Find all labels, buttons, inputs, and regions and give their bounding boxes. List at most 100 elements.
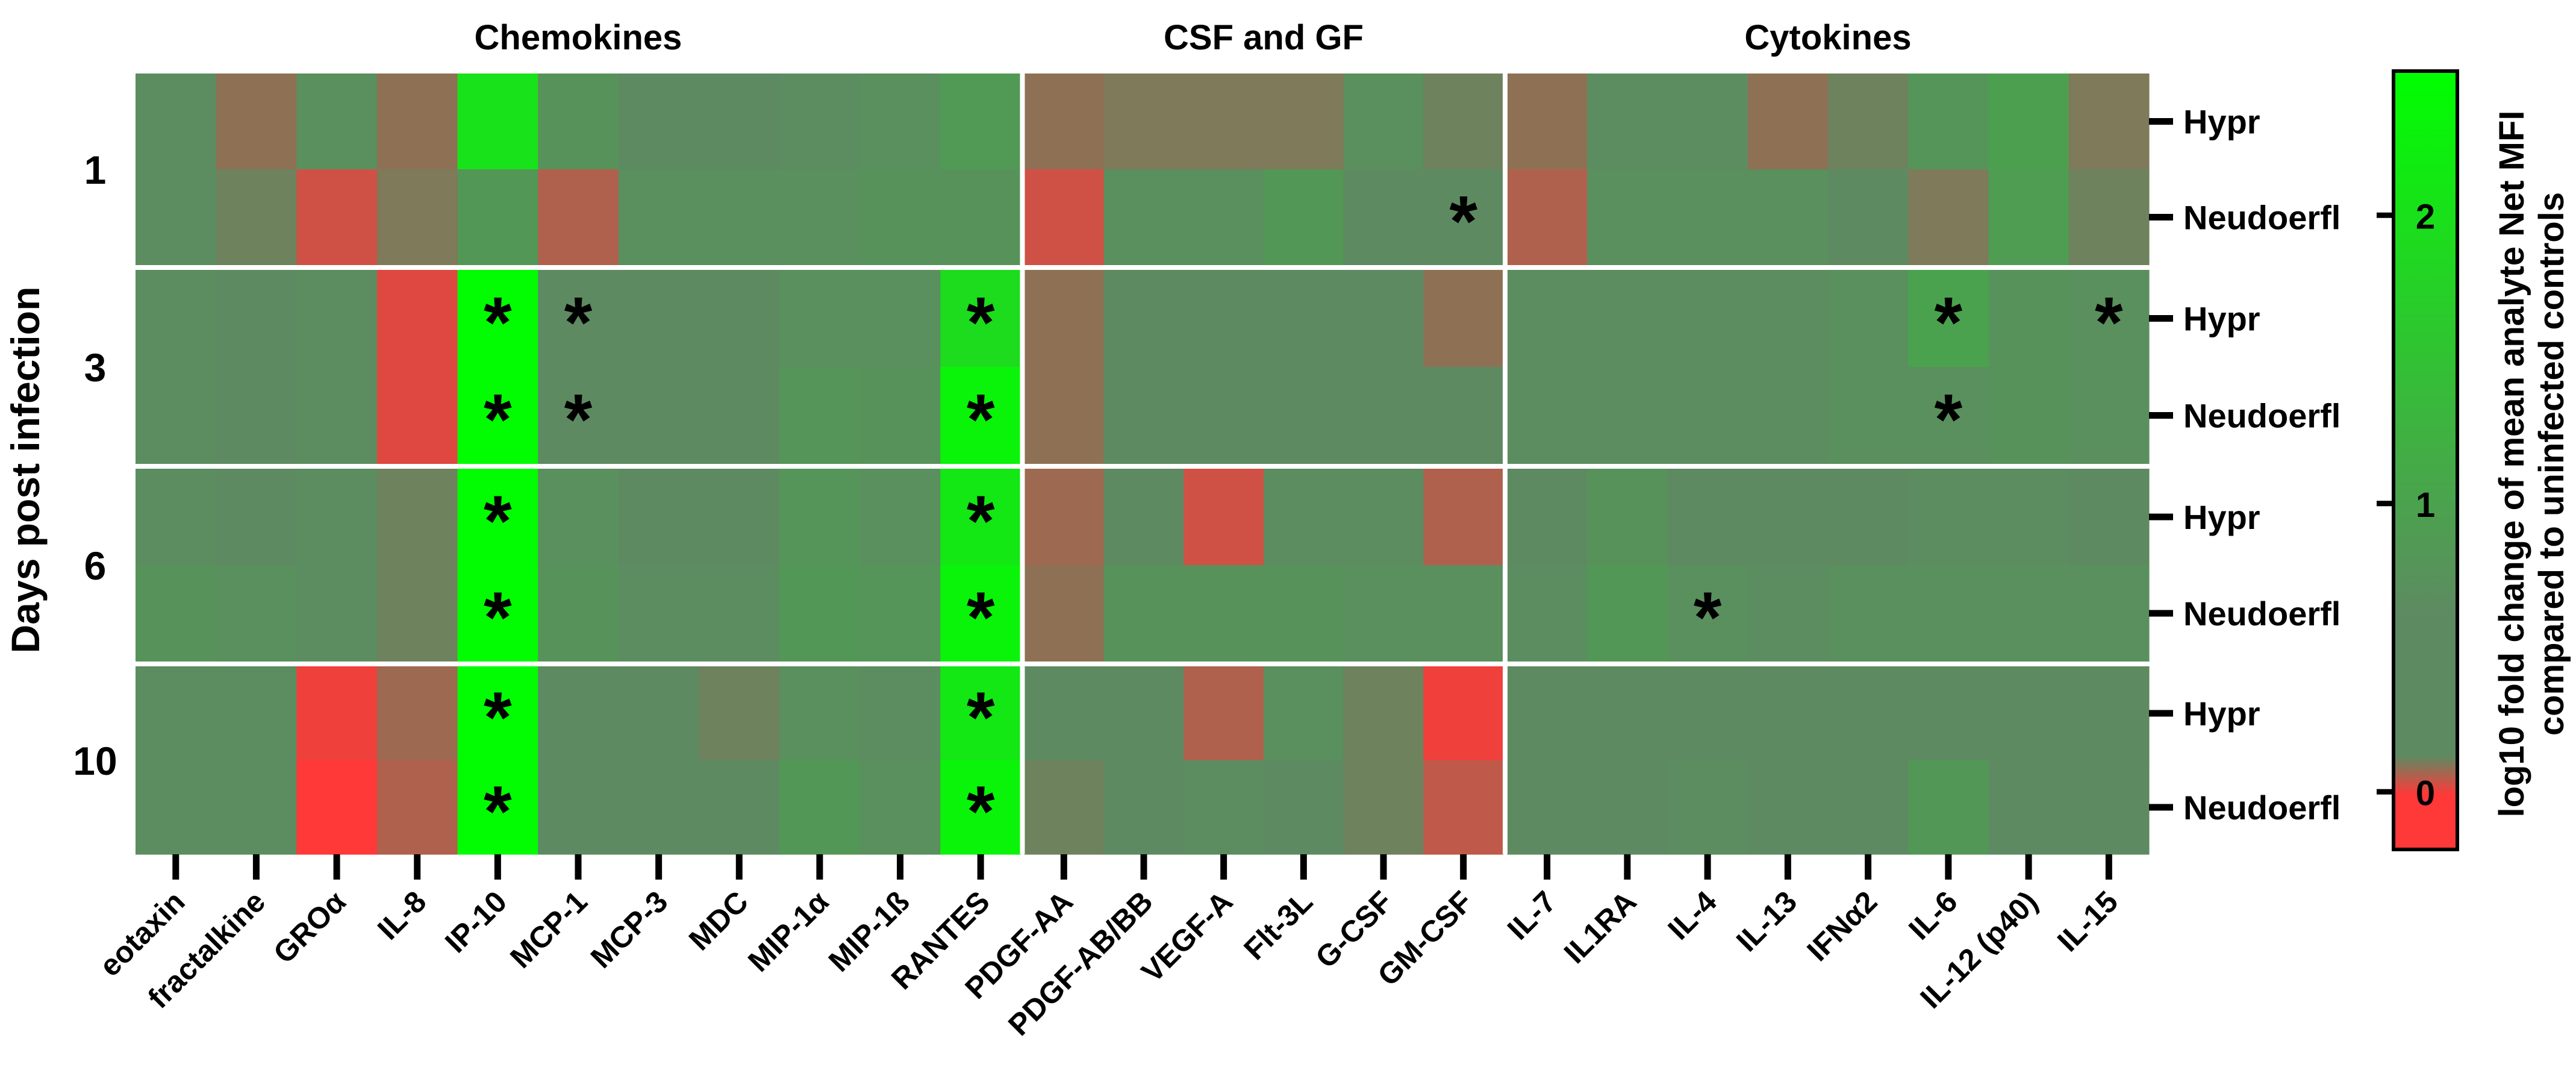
x-tick-label: MDC <box>682 884 755 957</box>
significance-star: * <box>967 380 995 460</box>
heatmap-cell <box>538 666 619 761</box>
heatmap-cell <box>296 169 378 266</box>
heatmap-cell <box>1343 760 1424 855</box>
heatmap-cell <box>1343 666 1424 761</box>
heatmap-cell <box>296 73 378 170</box>
colorbar-gradient <box>2392 69 2459 851</box>
significance-star: * <box>1694 577 1722 658</box>
group-title: CSF and GF <box>1164 18 1364 57</box>
heatmap-cell <box>1423 469 1504 566</box>
heatmap-cell <box>618 565 700 662</box>
x-tick-label: IL-6 <box>1902 884 1963 946</box>
heatmap-cell <box>136 367 217 464</box>
heatmap-cell <box>538 169 619 266</box>
heatmap-cell <box>1587 565 1668 662</box>
heatmap-cell <box>1747 760 1829 855</box>
heatmap-cell <box>136 169 217 266</box>
colorbar-tick-label: 0 <box>2416 774 2435 813</box>
heatmap-cell <box>1828 760 1909 855</box>
heatmap-cell <box>538 760 619 855</box>
significance-star: * <box>1935 380 1963 460</box>
heatmap-cell <box>376 270 458 367</box>
heatmap-cell <box>1908 169 1989 266</box>
heatmap-cell <box>2068 666 2150 761</box>
heatmap-cell <box>1103 169 1184 266</box>
heatmap-cell <box>457 169 538 266</box>
heatmap-cell <box>940 469 1021 566</box>
heatmap-cell <box>859 469 941 566</box>
heatmap-cell <box>216 169 297 266</box>
heatmap-cell <box>457 469 538 566</box>
heatmap-cell <box>136 73 217 170</box>
heatmap-cell <box>1024 73 1105 170</box>
heatmap-cell <box>1184 469 1264 566</box>
heatmap-cell <box>457 565 538 662</box>
heatmap-cell <box>1024 270 1105 367</box>
group-title: Cytokines <box>1744 18 1911 57</box>
heatmap-cell <box>779 367 861 464</box>
heatmap-cell <box>1507 73 1588 170</box>
heatmap-cell <box>1828 469 1909 566</box>
colorbar: 0 1 2 log10 fold change of mean analyte Net… <box>2377 69 2571 851</box>
heatmap-cell <box>859 760 941 855</box>
x-tick-label: IL-7 <box>1501 884 1562 946</box>
strain-label: Neudoerfl <box>2183 199 2341 237</box>
heatmap-cell <box>618 73 700 170</box>
heatmap-cell <box>216 73 297 170</box>
heatmap-cell <box>538 565 619 662</box>
heatmap-cell <box>1343 469 1424 566</box>
significance-star: * <box>967 577 995 658</box>
column-separator <box>1020 73 1025 854</box>
heatmap-cell <box>859 565 941 662</box>
heatmap-cell <box>1024 469 1105 566</box>
heatmap-cell <box>376 73 458 170</box>
heatmap-cell <box>2068 469 2150 566</box>
significance-star: * <box>1449 181 1477 262</box>
heatmap-cell <box>699 469 780 566</box>
heatmap-cell <box>1184 270 1264 367</box>
heatmap-cell <box>1184 666 1264 761</box>
heatmap-cell <box>859 270 941 367</box>
heatmap-cell <box>940 270 1021 367</box>
heatmap-cell <box>1343 73 1424 170</box>
heatmap-cell <box>376 367 458 464</box>
heatmap-cell <box>1423 367 1504 464</box>
heatmap-cell <box>1103 73 1184 170</box>
strain-label: Hypr <box>2183 103 2260 141</box>
heatmap-cell <box>1264 469 1344 566</box>
heatmap-cell <box>859 666 941 761</box>
heatmap-cell <box>1507 270 1588 367</box>
heatmap-cell <box>1828 666 1909 761</box>
heatmap-cell <box>216 469 297 566</box>
heatmap-cell <box>859 73 941 170</box>
x-tick-label: IL-15 <box>2051 884 2124 958</box>
heatmap-cell <box>1988 760 2069 855</box>
significance-star: * <box>484 380 512 460</box>
heatmap-cell <box>1667 169 1748 266</box>
heatmap-cell <box>2068 73 2150 170</box>
heatmap-cell <box>296 367 378 464</box>
heatmap-cell <box>1587 169 1668 266</box>
heatmap-cell <box>859 367 941 464</box>
heatmap-cell <box>699 270 780 367</box>
heatmap-cell <box>1908 367 1989 464</box>
heatmap-cell <box>376 565 458 662</box>
heatmap-cell <box>1264 565 1344 662</box>
heatmap-cell <box>2068 169 2150 266</box>
strain-label: Hypr <box>2183 695 2260 733</box>
heatmap-cell <box>1343 169 1424 266</box>
significance-star: * <box>2095 283 2123 363</box>
heatmap-cell <box>376 169 458 266</box>
heatmap-cell <box>216 367 297 464</box>
heatmap-cell <box>699 760 780 855</box>
x-tick-label: IL1RA <box>1558 884 1643 970</box>
strain-axis: Hypr Neudoerfl Hypr Neudoerfl Hypr Neudoerfl H… <box>2149 103 2341 827</box>
heatmap-cell <box>1667 565 1748 662</box>
heatmap-cell <box>1024 666 1105 761</box>
heatmap-cells <box>136 73 2150 855</box>
heatmap-cell <box>538 469 619 566</box>
heatmap-cell <box>1988 469 2069 566</box>
heatmap-cell <box>1024 367 1105 464</box>
